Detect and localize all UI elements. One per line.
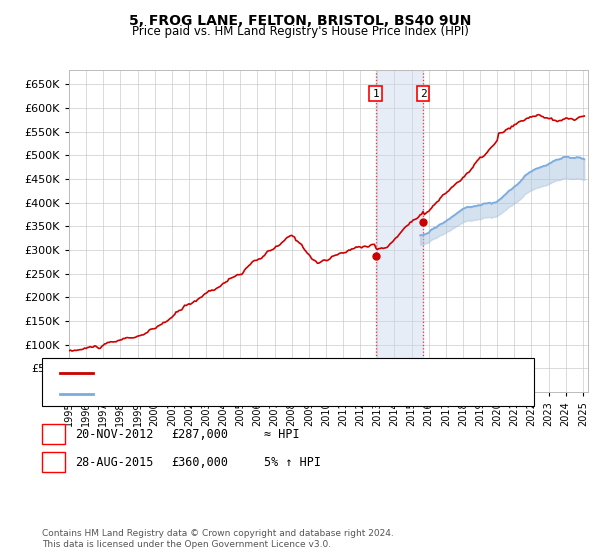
- Text: 2: 2: [419, 88, 427, 99]
- Text: £360,000: £360,000: [171, 455, 228, 469]
- Text: 1: 1: [372, 88, 379, 99]
- Text: 5, FROG LANE, FELTON, BRISTOL, BS40 9UN: 5, FROG LANE, FELTON, BRISTOL, BS40 9UN: [129, 14, 471, 28]
- Text: 1: 1: [50, 429, 57, 439]
- Text: £287,000: £287,000: [171, 427, 228, 441]
- Bar: [376, 70, 423, 392]
- Text: 20-NOV-2012: 20-NOV-2012: [75, 427, 154, 441]
- Text: 5, FROG LANE, FELTON, BRISTOL, BS40 9UN (detached house): 5, FROG LANE, FELTON, BRISTOL, BS40 9UN …: [99, 368, 446, 377]
- Text: 28-AUG-2015: 28-AUG-2015: [75, 455, 154, 469]
- Text: Contains HM Land Registry data © Crown copyright and database right 2024.
This d: Contains HM Land Registry data © Crown c…: [42, 529, 394, 549]
- Text: Price paid vs. HM Land Registry's House Price Index (HPI): Price paid vs. HM Land Registry's House …: [131, 25, 469, 38]
- Text: 5% ↑ HPI: 5% ↑ HPI: [264, 455, 321, 469]
- Text: ≈ HPI: ≈ HPI: [264, 427, 299, 441]
- Text: HPI: Average price, detached house, North Somerset: HPI: Average price, detached house, Nort…: [99, 389, 394, 399]
- Text: 2: 2: [50, 457, 57, 467]
